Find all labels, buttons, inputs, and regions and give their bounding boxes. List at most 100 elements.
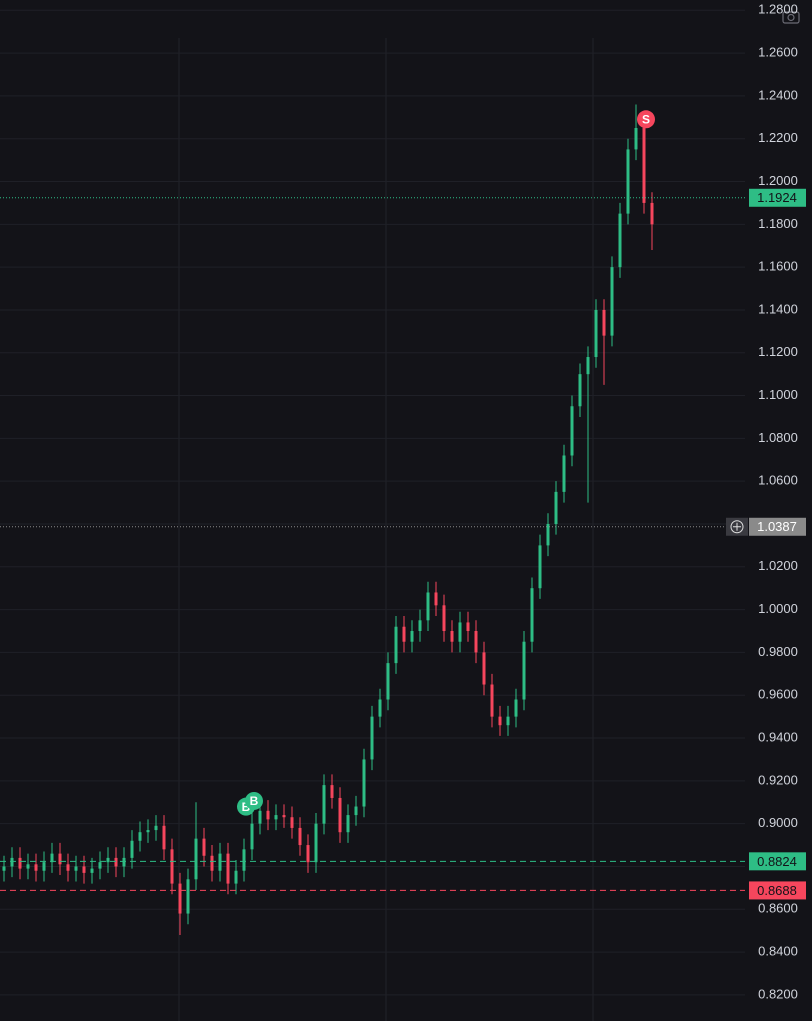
candle-body xyxy=(530,588,534,642)
candle-body xyxy=(482,652,486,685)
candle-body xyxy=(218,853,222,871)
candle-body xyxy=(306,845,310,863)
y-tick-label: 0.9200 xyxy=(758,772,798,787)
marker-text: B xyxy=(250,794,259,808)
price-label: 0.8688 xyxy=(757,883,797,898)
candle-body xyxy=(18,857,22,869)
candle-body xyxy=(498,716,502,726)
candle-body xyxy=(250,823,254,850)
add-button-icon xyxy=(730,520,744,534)
candle-body xyxy=(314,823,318,863)
candle-body xyxy=(594,309,598,358)
y-tick-label: 1.2200 xyxy=(758,130,798,145)
candle-body xyxy=(186,879,190,914)
candle-body xyxy=(426,592,430,621)
candle-body xyxy=(370,716,374,760)
price-label: 1.0387 xyxy=(757,519,797,534)
candle-body xyxy=(138,832,142,841)
candle-body xyxy=(490,684,494,717)
candle-body xyxy=(34,864,38,871)
candle-body xyxy=(290,817,294,828)
candle-body xyxy=(82,866,86,873)
candle-body xyxy=(114,857,118,867)
y-tick-label: 1.2000 xyxy=(758,173,798,188)
candle-body xyxy=(506,716,510,726)
candle-body xyxy=(378,699,382,717)
candle-body xyxy=(154,825,158,831)
candle-body xyxy=(322,785,326,824)
trade-marker: S xyxy=(637,110,655,129)
candle-body xyxy=(234,870,238,884)
y-tick-label: 1.1400 xyxy=(758,301,798,316)
price-label-box xyxy=(749,852,806,871)
y-tick-label: 1.2400 xyxy=(758,87,798,102)
candle-body xyxy=(562,455,566,492)
candle-body xyxy=(570,406,574,456)
candle-body xyxy=(178,883,182,914)
candle-body xyxy=(458,622,462,642)
marker-circle xyxy=(637,110,655,129)
candle-body xyxy=(106,857,110,863)
candle-body xyxy=(450,631,454,642)
candle-body xyxy=(386,663,390,700)
trade-marker: B xyxy=(245,791,263,810)
candle-body xyxy=(442,605,446,632)
candle-body xyxy=(42,862,46,871)
candle-body xyxy=(410,631,414,642)
candle-body xyxy=(210,855,214,871)
candle-body xyxy=(642,127,646,203)
candle-body xyxy=(122,857,126,867)
candle-body xyxy=(90,868,94,873)
candle-body xyxy=(546,523,550,546)
candle-body xyxy=(2,866,6,871)
candle-body xyxy=(266,810,270,820)
price-label-box xyxy=(749,881,806,900)
candle-body xyxy=(362,759,366,807)
candle-body xyxy=(338,797,342,833)
camera-icon[interactable] xyxy=(782,11,800,24)
y-tick-label: 1.1600 xyxy=(758,259,798,274)
candle-body xyxy=(578,374,582,407)
candle-body xyxy=(74,866,78,871)
y-tick-label: 1.2600 xyxy=(758,45,798,60)
candle-body xyxy=(202,838,206,856)
y-tick-label: 0.9800 xyxy=(758,644,798,659)
y-tick-label: 1.0000 xyxy=(758,601,798,616)
y-tick-label: 1.0600 xyxy=(758,473,798,488)
candle-body xyxy=(650,202,654,225)
candle-body xyxy=(586,357,590,375)
candle-body xyxy=(522,641,526,700)
marker-text: B xyxy=(242,800,251,814)
candle-body xyxy=(402,626,406,642)
candle-body xyxy=(194,838,198,880)
candle-body xyxy=(434,592,438,606)
candle-body xyxy=(618,213,622,268)
candle-body xyxy=(226,853,230,884)
camera-lens xyxy=(787,13,795,22)
candle-body xyxy=(282,815,286,818)
candle-body xyxy=(170,849,174,884)
candle-body xyxy=(554,491,558,524)
vertical-grid xyxy=(178,38,594,1021)
candle-body xyxy=(610,267,614,336)
y-tick-label: 0.8400 xyxy=(758,944,798,959)
candle-body xyxy=(602,309,606,336)
candle-body xyxy=(258,810,262,824)
candle-body xyxy=(50,853,54,863)
y-tick-label: 0.9000 xyxy=(758,815,798,830)
price-label-box xyxy=(749,517,806,536)
marker-circle xyxy=(245,791,263,810)
price-label: 1.1924 xyxy=(757,190,797,205)
y-tick-label: 1.1000 xyxy=(758,387,798,402)
marker-text: S xyxy=(642,112,650,126)
candle-body xyxy=(10,857,14,867)
candle-body xyxy=(58,853,62,865)
candle-body xyxy=(514,699,518,717)
y-tick-label: 1.1200 xyxy=(758,344,798,359)
candle-body xyxy=(146,830,150,833)
y-tick-label: 1.0200 xyxy=(758,558,798,573)
price-label: 0.8824 xyxy=(757,854,797,869)
